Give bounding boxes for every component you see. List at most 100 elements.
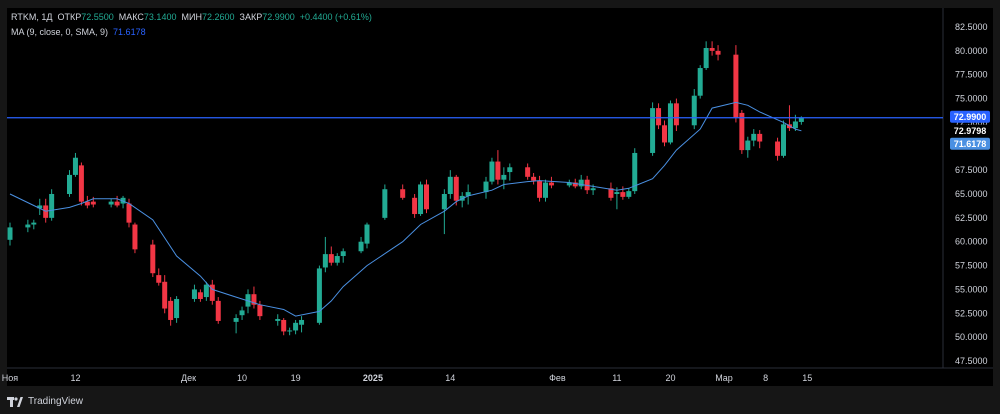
tradingview-logo[interactable]: TradingView xyxy=(7,396,83,407)
candle-body xyxy=(453,176,459,201)
close-value: 72.9900 xyxy=(262,12,295,22)
candle-body xyxy=(67,174,72,194)
x-tick-label: Мар xyxy=(715,373,733,383)
candle-body xyxy=(584,179,590,191)
x-tick-label: 11 xyxy=(612,373,621,383)
candle-body xyxy=(209,284,215,301)
price-tag-label: 71.6178 xyxy=(954,139,987,149)
candle-body xyxy=(703,47,709,69)
candle-body xyxy=(572,182,578,187)
x-tick-label: 14 xyxy=(445,373,455,383)
candle-body xyxy=(114,201,120,206)
plot-background xyxy=(7,8,943,368)
ohlc-legend: RTKM, 1Д ОТКР72.5500 МАКС73.1400 МИН72.2… xyxy=(11,12,372,22)
close-label: ЗАКР xyxy=(239,12,263,22)
candle-body xyxy=(751,133,757,141)
candle-body xyxy=(156,275,162,283)
candle-body xyxy=(364,224,370,244)
candle-body xyxy=(275,319,281,321)
candle-body xyxy=(709,47,715,51)
x-tick-label: 2025 xyxy=(363,373,383,383)
candle-body xyxy=(608,188,614,198)
price-scale-background xyxy=(943,8,993,368)
candle-body xyxy=(667,103,673,143)
candle-body xyxy=(49,194,55,218)
y-tick-label: 57.5000 xyxy=(955,261,988,271)
candle-body xyxy=(126,203,132,223)
candle-body xyxy=(174,298,180,319)
x-tick-label: 12 xyxy=(70,373,80,383)
price-tag xyxy=(950,110,990,123)
candle-body xyxy=(792,121,798,129)
y-tick-label: 77.5000 xyxy=(955,70,988,80)
candle-body xyxy=(78,165,84,202)
candle-body xyxy=(626,191,632,197)
candle-body xyxy=(507,167,513,173)
x-tick-label: 8 xyxy=(763,373,768,383)
candle-body xyxy=(412,197,418,215)
candle-body xyxy=(287,330,293,332)
candle-body xyxy=(281,319,287,332)
candle-body xyxy=(203,284,209,298)
candle-body xyxy=(168,300,174,320)
candle-body xyxy=(745,140,751,151)
candle-body xyxy=(495,161,501,180)
candle-body xyxy=(691,95,697,126)
candle-body xyxy=(322,254,328,268)
y-tick-label: 60.0000 xyxy=(955,237,988,247)
candle-body xyxy=(108,201,114,205)
candle-body xyxy=(656,108,662,126)
candle-body xyxy=(31,222,37,225)
candle-body xyxy=(251,294,257,305)
candle-body xyxy=(489,161,495,182)
ma-legend[interactable]: MA (9, close, 0, SMA, 9) 71.6178 xyxy=(11,27,146,37)
candle-body xyxy=(775,141,781,156)
candle-body xyxy=(328,254,334,263)
candle-body xyxy=(715,50,721,55)
open-value: 72.5500 xyxy=(81,12,114,22)
y-tick-label: 52.5000 xyxy=(955,308,988,318)
brand-name: TradingView xyxy=(28,396,84,407)
candle-body xyxy=(316,268,322,323)
x-tick-label: 10 xyxy=(237,373,247,383)
candle-body xyxy=(483,181,489,193)
x-tick-label: Фев xyxy=(549,373,566,383)
y-tick-label: 80.0000 xyxy=(955,46,988,56)
ma-line xyxy=(9,101,802,317)
x-tick-label: 20 xyxy=(665,373,675,383)
high-label: МАКС xyxy=(118,12,144,22)
candle-body xyxy=(548,182,554,186)
x-tick-label: Дек xyxy=(181,373,196,383)
candle-body xyxy=(578,179,584,187)
candle-body xyxy=(614,192,620,194)
high-value: 73.1400 xyxy=(143,12,177,22)
symbol-label[interactable]: RTKM, 1Д xyxy=(11,12,53,22)
y-tick-label: 65.0000 xyxy=(955,189,988,199)
candle-body xyxy=(543,182,548,198)
candle-body xyxy=(620,192,626,197)
y-tick-label: 82.5000 xyxy=(955,22,988,32)
tradingview-icon xyxy=(7,396,23,407)
candle-body xyxy=(632,152,638,192)
candle-body xyxy=(566,182,572,186)
x-tick-label: Ноя xyxy=(2,373,19,383)
price-tag xyxy=(950,137,990,150)
price-tag-label: 72.9798 xyxy=(954,126,987,136)
candle-body xyxy=(358,241,364,252)
candle-body xyxy=(150,244,156,274)
candle-body xyxy=(382,189,388,218)
candle-body xyxy=(650,108,656,153)
candle-body xyxy=(334,256,340,263)
candle-body xyxy=(424,184,429,210)
low-label: МИН xyxy=(181,12,202,22)
candle-body xyxy=(215,300,221,321)
candle-body xyxy=(37,205,43,209)
price-tag xyxy=(950,124,990,137)
candle-body xyxy=(233,318,239,322)
candle-body xyxy=(781,124,786,156)
candle-body xyxy=(673,103,679,126)
candle-body xyxy=(293,322,299,331)
y-tick-label: 55.0000 xyxy=(955,284,988,294)
y-tick-label: 75.0000 xyxy=(955,94,988,104)
